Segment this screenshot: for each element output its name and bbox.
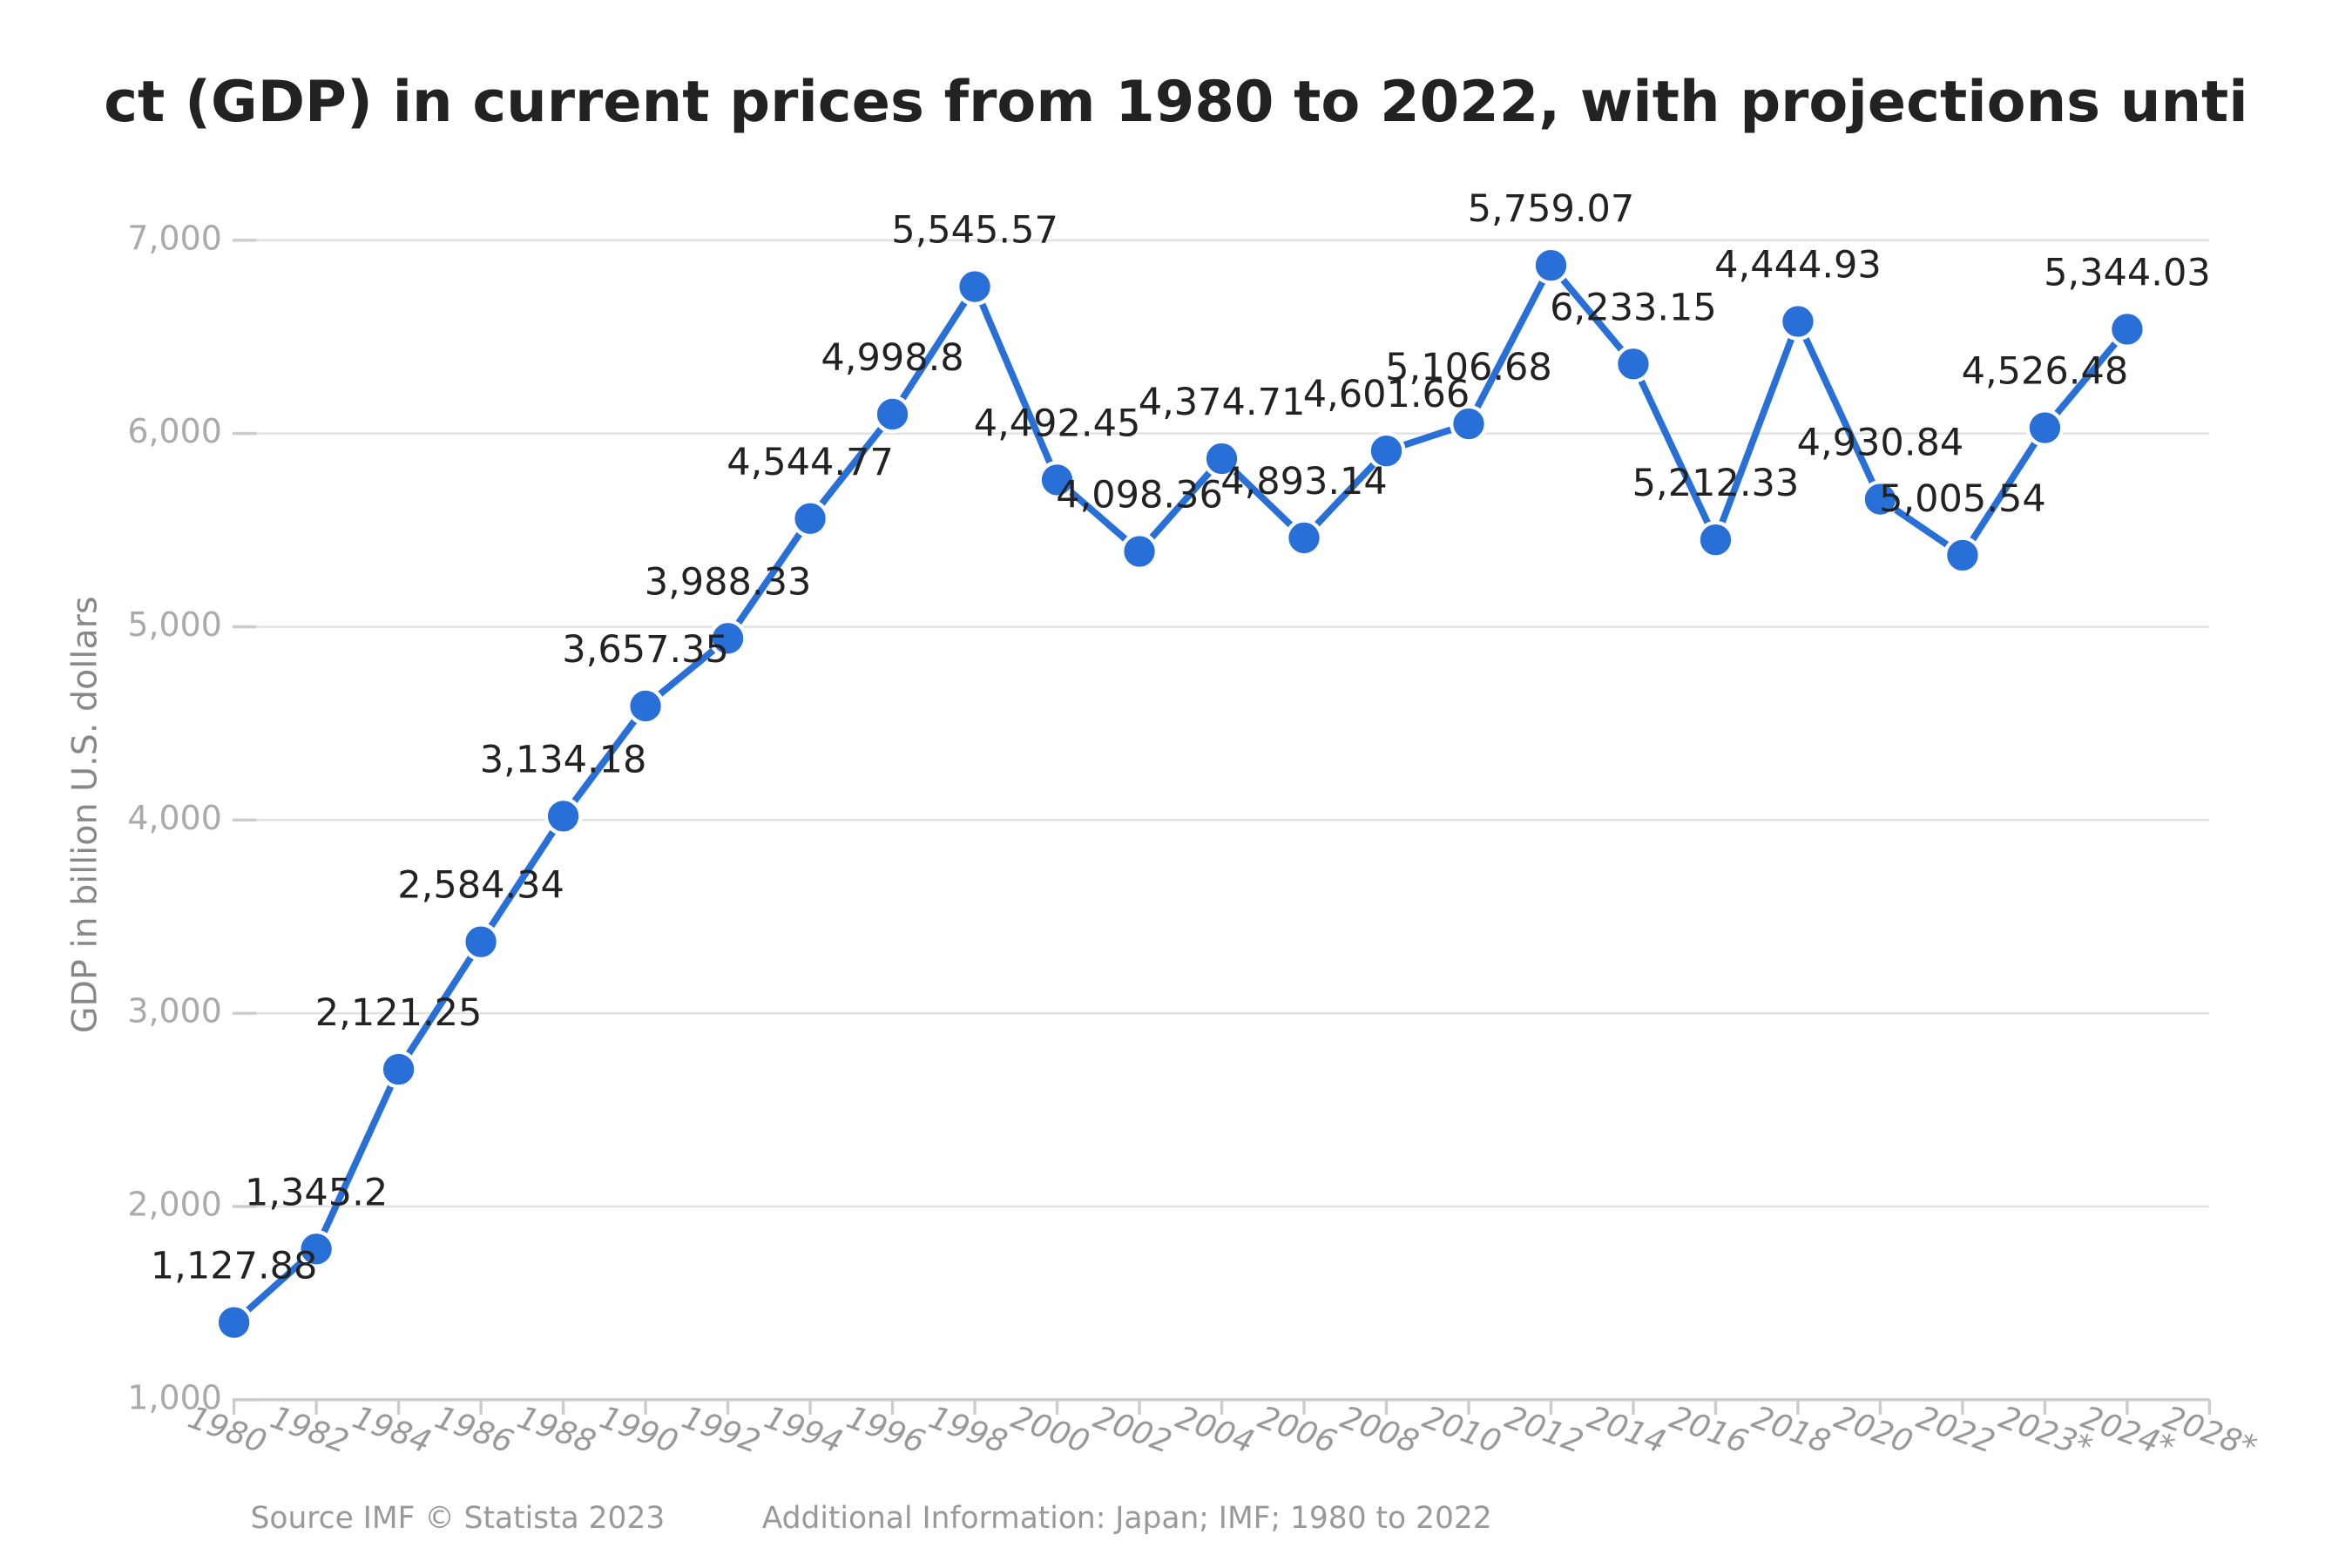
- point: [1696, 520, 1735, 559]
- data-label: 3,988.33: [645, 560, 812, 604]
- x-tick-label: 1980: [183, 1398, 271, 1461]
- point: [1450, 404, 1488, 443]
- data-label: 4,998.8: [821, 336, 963, 380]
- point: [1614, 344, 1652, 383]
- y-axis-label: GDP in billion U.S. dollars: [64, 596, 105, 1033]
- point: [1202, 439, 1241, 478]
- point: [1037, 460, 1077, 499]
- data-label: 5,344.03: [2044, 251, 2211, 294]
- data-label: 4,526.48: [1962, 349, 2129, 393]
- line: [232, 261, 2130, 1326]
- x-tick-label: 1984: [348, 1398, 436, 1461]
- x-tick-label: 2012: [1500, 1398, 1588, 1461]
- data-label: 5,759.07: [1468, 187, 1635, 231]
- x-tick-label: 2004: [1171, 1398, 1259, 1461]
- point: [1861, 480, 1900, 519]
- data-label: 4,544.77: [727, 441, 894, 484]
- point: [1120, 532, 1159, 571]
- data-label: 5,106.68: [1385, 346, 1552, 389]
- data-label: 4,893.14: [1220, 460, 1388, 504]
- additional-info: Additional Information: Japan; IMF; 1980…: [762, 1501, 1492, 1536]
- y-tick-label: 2,000: [127, 1186, 221, 1224]
- source: Source IMF © Statista 2023: [251, 1501, 666, 1536]
- data-label: 2,121.25: [315, 991, 483, 1035]
- y-tick-label: 7,000: [127, 219, 221, 257]
- point: [1285, 518, 1323, 558]
- point: [2025, 409, 2065, 447]
- point: [544, 796, 583, 835]
- x-tick-label: 1994: [760, 1398, 848, 1461]
- data-label: 4,098.36: [1056, 473, 1223, 517]
- point: [214, 1303, 253, 1342]
- x-tick-label: 1988: [512, 1398, 600, 1461]
- x-tick-label: 2014: [1583, 1398, 1671, 1461]
- x-tick-label: 1998: [924, 1398, 1012, 1461]
- x-tick-label: 2022: [1912, 1398, 2000, 1461]
- data-label: 4,444.93: [1714, 243, 1882, 287]
- y-tick-label: 6,000: [127, 412, 221, 450]
- data-label: 1,127.88: [151, 1245, 318, 1288]
- point: [1531, 246, 1571, 285]
- point: [1367, 431, 1406, 470]
- data-label: 2,584.34: [397, 864, 564, 908]
- point: [2107, 309, 2146, 348]
- point: [379, 1050, 418, 1089]
- x-tick-label: 2002: [1089, 1398, 1177, 1461]
- point: [708, 618, 747, 658]
- data-label: 5,005.54: [1879, 477, 2046, 521]
- x-tick-label: 2006: [1254, 1398, 1342, 1461]
- data-label: 6,233.15: [1550, 286, 1717, 329]
- x-tick-label: 2020: [1829, 1398, 1917, 1461]
- x-tick-label: 1982: [266, 1398, 354, 1461]
- point: [956, 267, 994, 306]
- y-tick-label: 3,000: [127, 992, 221, 1031]
- x-tick-label: 2000: [1006, 1398, 1094, 1461]
- y-tick-label: 5,000: [127, 605, 221, 644]
- point: [791, 499, 830, 538]
- data-label: 4,930.84: [1797, 422, 1964, 465]
- y-tick-label: 4,000: [127, 799, 221, 837]
- x-tick-label: 2018: [1747, 1398, 1835, 1461]
- point: [873, 395, 912, 434]
- x-tick-label: 1990: [595, 1398, 683, 1461]
- x-tick-label: 2016: [1665, 1398, 1753, 1461]
- data-label: 4,374.71: [1139, 381, 1306, 424]
- data-label: 3,657.35: [562, 628, 729, 672]
- data-label: 3,134.18: [480, 738, 647, 781]
- data-label: 5,212.33: [1632, 462, 1800, 505]
- x-tick-label: 1986: [430, 1398, 518, 1461]
- x-tick-label: 2010: [1418, 1398, 1506, 1461]
- chart-title: ct (GDP) in current prices from 1980 to …: [104, 69, 2247, 135]
- point: [626, 686, 666, 726]
- point: [1779, 302, 1817, 341]
- x-tick-label: 1996: [841, 1398, 929, 1461]
- point: [297, 1229, 336, 1268]
- point: [462, 923, 501, 962]
- y-tick-label: 1,000: [127, 1378, 221, 1416]
- x-tick-label: 1992: [677, 1398, 765, 1461]
- point: [1943, 536, 1982, 575]
- x-tick-label: 2008: [1335, 1398, 1423, 1461]
- data-label: 1,345.2: [245, 1171, 388, 1214]
- data-label: 4,492.45: [974, 402, 1141, 445]
- data-label: 5,545.57: [891, 209, 1058, 253]
- data-label: 4,601.66: [1303, 373, 1470, 416]
